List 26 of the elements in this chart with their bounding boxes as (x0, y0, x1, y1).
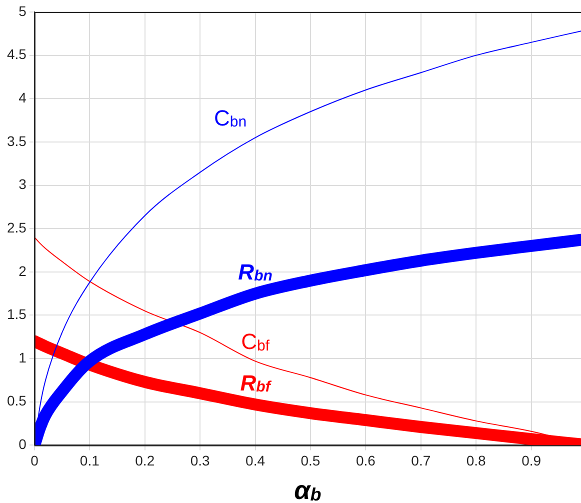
y-tick-label: 3 (18, 176, 27, 192)
y-tick-label: 5 (18, 2, 27, 19)
y-tick-label: 2 (18, 262, 27, 279)
series-label: Rbf (240, 370, 272, 396)
y-tick-label: 1 (18, 349, 27, 366)
y-tick-label: 0.5 (6, 392, 27, 409)
x-tick-label: 0 (30, 452, 39, 468)
x-tick-label: 0.1 (80, 452, 100, 468)
x-tick-label: 0.9 (522, 452, 542, 468)
y-tick-label: 3.5 (6, 132, 27, 149)
x-tick-label: 0.2 (135, 452, 155, 468)
x-tick-label: 0.5 (300, 452, 320, 468)
x-tick-label: 0.4 (246, 452, 266, 468)
x-tick-label: 0.8 (466, 452, 486, 468)
x-tick-label: 0.7 (411, 452, 431, 468)
x-tick-label: 0.6 (356, 452, 376, 468)
y-tick-label: 1.5 (6, 306, 27, 322)
y-tick-label: 0 (18, 436, 27, 452)
series-label: Cbn (214, 106, 247, 131)
x-axis-title: αb (294, 475, 322, 503)
y-tick-label: 4 (18, 90, 27, 106)
series-label: Cbf (241, 329, 270, 354)
x-tick-label: 0.3 (190, 452, 210, 468)
y-tick-label: 2.5 (6, 219, 27, 236)
series-label: Rbn (238, 260, 272, 285)
y-tick-label: 4.5 (6, 46, 27, 62)
